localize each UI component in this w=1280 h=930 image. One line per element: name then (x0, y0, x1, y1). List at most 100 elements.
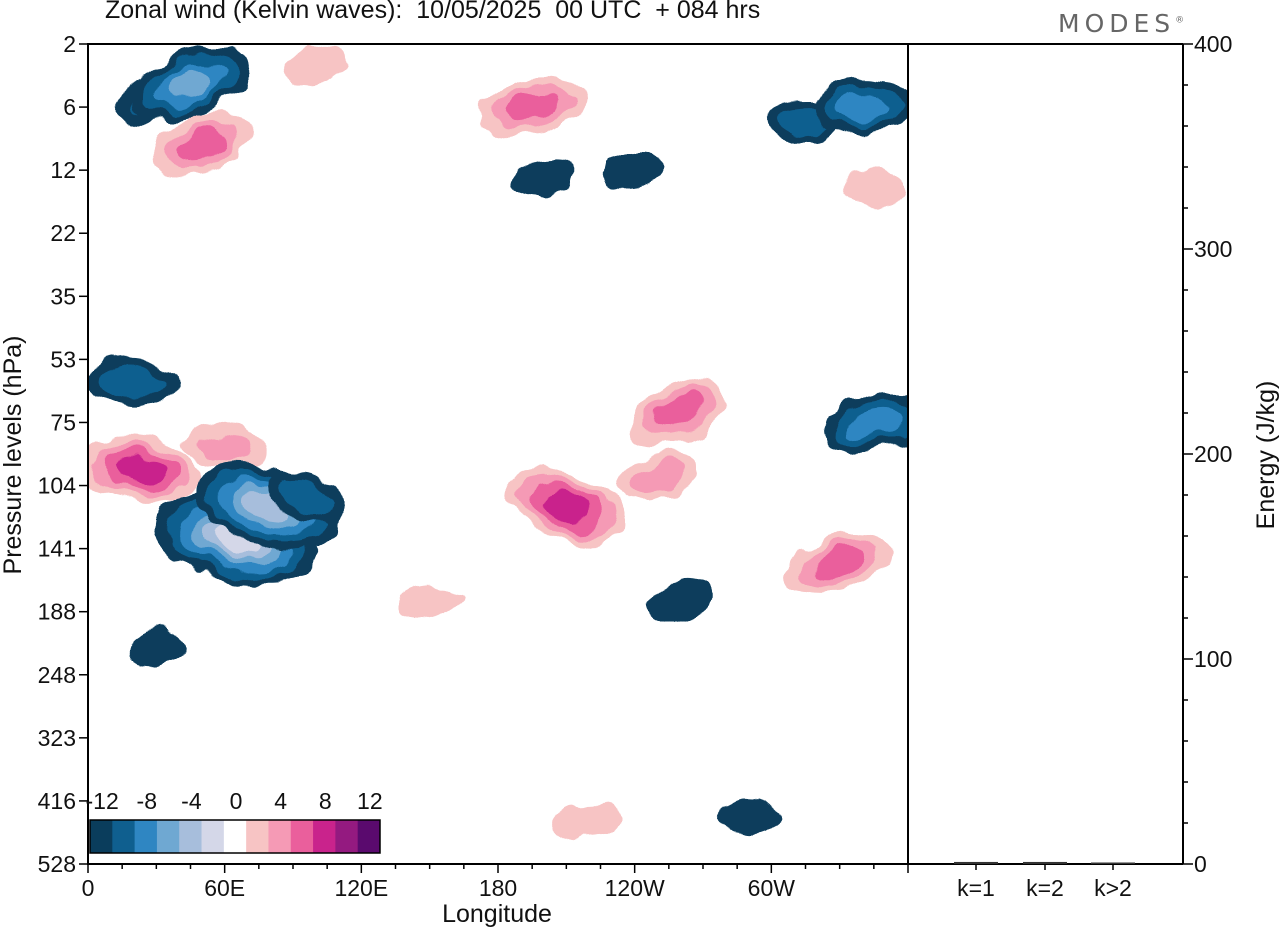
colorbar-label: -12 (86, 788, 119, 814)
energy-tick-label: 400 (1194, 31, 1232, 57)
contour-level (511, 159, 576, 198)
colorbar-label: 8 (319, 788, 332, 814)
x-tick-label: 60E (204, 875, 245, 901)
contour-level (397, 583, 462, 621)
colorbar-label: 12 (357, 788, 383, 814)
heatmap-feature (151, 112, 252, 176)
contour-level (716, 797, 781, 834)
contour-level (557, 803, 622, 840)
y-tick-label: 35 (50, 283, 76, 309)
contour-level (166, 68, 215, 100)
y-axis-label: Pressure levels (hPa) (0, 336, 27, 575)
energy-bar (954, 861, 998, 864)
colorbar-cell (313, 820, 336, 853)
y-tick-label: 323 (38, 725, 76, 751)
contour-level (197, 430, 253, 463)
colorbar-cell (290, 820, 314, 853)
energy-bar (1091, 862, 1135, 864)
chart-title: Zonal wind (Kelvin waves): 10/05/2025 00… (105, 0, 761, 24)
colorbar-label: -8 (137, 788, 157, 814)
colorbar-cell (179, 820, 202, 853)
energy-tick-label: 200 (1194, 441, 1232, 467)
y-tick-label: 12 (50, 157, 76, 183)
energy-tick-label: 0 (1194, 851, 1207, 877)
heatmap-feature (716, 797, 781, 834)
contour-level (602, 151, 667, 189)
colorbar-cell (268, 820, 292, 853)
y-tick-label: 528 (38, 851, 76, 877)
energy-axes: 0 100 200 300 400 (1183, 31, 1232, 877)
contour-level (655, 393, 705, 427)
colorbar-label: 4 (274, 788, 287, 814)
contour-level (836, 93, 889, 122)
colorbar-cell (156, 820, 180, 853)
contour-level (105, 366, 162, 398)
x-tick-label: 120W (605, 875, 665, 901)
contour-level (814, 547, 866, 578)
energy-bar-plot: 0 100 200 300 400 k=1 k=2 k>2 Energy (J/kg) (908, 31, 1280, 901)
colorbar-cell (223, 820, 247, 853)
x-tick-label: 120E (334, 875, 388, 901)
heatmap-feature (823, 391, 908, 454)
heatmap-feature (124, 629, 189, 666)
heatmap-feature (788, 531, 891, 593)
y-tick-label: 141 (38, 536, 76, 562)
contour-level (124, 629, 189, 666)
contour-level (841, 168, 906, 205)
colorbar-cell (134, 820, 158, 853)
modes-logo: MODES® (1058, 9, 1184, 38)
y-tick-label: 416 (38, 788, 76, 814)
heatmap-feature (507, 467, 625, 546)
heatmap-feature (631, 376, 730, 444)
contour-level (176, 128, 227, 160)
contour-level (113, 456, 163, 484)
heatmap-feature (841, 168, 906, 205)
contour-level (284, 47, 347, 87)
heatmap-feature (810, 79, 908, 136)
energy-bars: k=1 k=2 k>2 (954, 861, 1135, 901)
brand-mark: ® (1175, 15, 1185, 26)
colorbar-cell (201, 820, 225, 853)
colorbar-cell (246, 820, 269, 853)
x-tick-label: 0 (82, 875, 95, 901)
contour-level (648, 583, 712, 621)
heatmap-feature (264, 471, 345, 524)
colorbar-frame (89, 819, 381, 854)
heatmap-feature (511, 159, 576, 198)
heatmap-feature (397, 583, 462, 621)
heatmap-feature (602, 151, 667, 189)
energy-category-label: k=2 (1026, 875, 1064, 901)
x-tick-label: 180 (479, 875, 517, 901)
contour-level (848, 406, 899, 439)
colorbar-cell (112, 820, 136, 853)
energy-category-label: k=1 (957, 875, 995, 901)
colorbar-label: 0 (230, 788, 243, 814)
colorbar-cell (335, 820, 359, 853)
y-tick-label: 22 (50, 220, 76, 246)
contour-level (630, 460, 685, 496)
heatmap-feature (648, 583, 712, 621)
heatmap-field (88, 45, 908, 840)
heatmap-feature (284, 47, 347, 87)
energy-tick-label: 300 (1194, 236, 1232, 262)
y-tick-label: 75 (50, 409, 76, 435)
colorbar-labels: -12 -8 -4 0 4 8 12 (86, 788, 383, 814)
colorbar-legend: -12 -8 -4 0 4 8 12 (86, 788, 383, 854)
heatmap-feature (557, 803, 622, 840)
y-tick-label: 188 (38, 599, 76, 625)
colorbar-cell (90, 820, 113, 853)
contour-level (542, 490, 590, 522)
y-tick-label: 248 (38, 662, 76, 688)
contour-level (506, 92, 558, 122)
x-tick-label: 60W (748, 875, 796, 901)
energy-tick-label: 100 (1194, 646, 1232, 672)
x-axis-label: Longitude (442, 900, 552, 928)
heatmap-feature (91, 358, 176, 406)
colorbar-cells (90, 820, 381, 853)
contour-level (277, 479, 332, 515)
heatmap-feature (617, 451, 698, 505)
y-tick-label: 2 (63, 31, 76, 57)
